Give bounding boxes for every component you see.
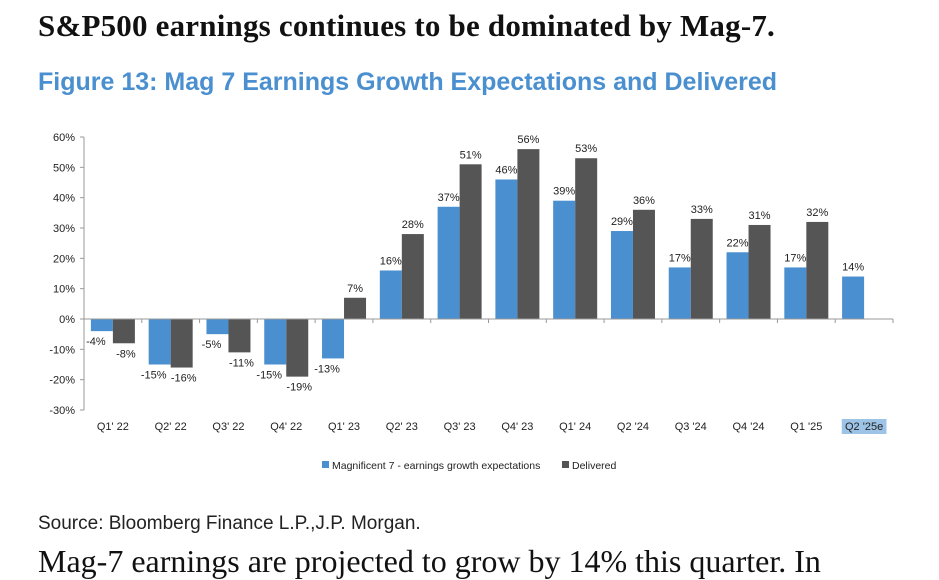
y-tick-label: 60% (53, 132, 75, 144)
data-label: 46% (495, 164, 517, 176)
data-label: 39% (553, 186, 575, 198)
bar-delivered (575, 158, 598, 319)
data-label: 31% (749, 210, 771, 222)
y-tick-label: 20% (53, 253, 75, 265)
bar-delivered (112, 319, 135, 344)
y-tick-label: 0% (59, 314, 75, 326)
data-label: 14% (842, 262, 864, 274)
x-tick-label: Q4' 22 (270, 421, 302, 433)
x-tick-label: Q4' 23 (501, 421, 533, 433)
x-tick-label: Q3' 22 (212, 421, 244, 433)
x-tick-label: Q1' 24 (559, 421, 591, 433)
legend-label: Delivered (572, 460, 617, 472)
bar-expectation (726, 252, 749, 319)
bar-delivered (228, 319, 251, 353)
data-label: 53% (575, 143, 597, 155)
bar-expectation (784, 267, 807, 319)
bar-expectation (148, 319, 171, 365)
x-tick-label: Q2' 23 (386, 421, 418, 433)
data-label: -4% (86, 336, 106, 348)
data-label: -5% (202, 339, 222, 351)
bar-delivered (748, 224, 771, 319)
bar-delivered (401, 234, 424, 319)
data-label: -15% (256, 370, 282, 382)
data-label: 29% (611, 216, 633, 228)
x-tick-label: Q2 '25e (845, 421, 883, 433)
bar-expectation (668, 267, 691, 319)
bar-expectation (206, 319, 229, 335)
data-label: 36% (633, 195, 655, 207)
y-tick-label: 10% (53, 284, 75, 296)
source-note: Source: Bloomberg Finance L.P.,J.P. Morg… (38, 513, 421, 534)
data-label: 7% (347, 283, 363, 295)
data-label: -13% (314, 363, 340, 375)
x-tick-label: Q2 '24 (617, 421, 649, 433)
legend-swatch (322, 461, 329, 468)
data-label: 32% (806, 207, 828, 219)
y-tick-label: 30% (53, 223, 75, 235)
x-tick-label: Q2' 22 (155, 421, 187, 433)
bar-expectation (610, 231, 633, 319)
figure-title: Figure 13: Mag 7 Earnings Growth Expecta… (38, 68, 778, 96)
x-tick-label: Q4 '24 (732, 421, 764, 433)
bar-expectation (553, 200, 576, 319)
bar-delivered (632, 209, 655, 319)
y-tick-label: 40% (53, 193, 75, 205)
x-tick-label: Q1' 23 (328, 421, 360, 433)
earnings-growth-chart: -30%-20%-10%0%10%20%30%40%50%60%-4%-15%-… (49, 132, 894, 472)
bar-delivered (806, 221, 829, 319)
bar-delivered (286, 319, 309, 377)
data-label: 17% (784, 252, 806, 264)
bar-expectation (842, 276, 865, 319)
legend-swatch (562, 461, 569, 468)
x-tick-label: Q1 '25 (790, 421, 822, 433)
y-tick-label: -30% (49, 405, 75, 417)
data-label: -16% (171, 373, 197, 385)
data-label: 17% (669, 252, 691, 264)
x-tick-label: Q1' 22 (97, 421, 129, 433)
body-text: Mag-7 earnings are projected to grow by … (38, 543, 821, 579)
legend-label: Magnificent 7 - earnings growth expectat… (332, 460, 540, 472)
data-label: 51% (460, 149, 482, 161)
bar-expectation (264, 319, 287, 365)
headline: S&P500 earnings continues to be dominate… (38, 8, 776, 43)
bar-expectation (437, 206, 460, 319)
x-tick-label: Q3' 23 (444, 421, 476, 433)
y-tick-label: -20% (49, 375, 75, 387)
data-label: 37% (438, 192, 460, 204)
data-label: 33% (691, 204, 713, 216)
data-label: -8% (116, 348, 136, 360)
y-tick-label: -10% (49, 344, 75, 356)
bar-expectation (322, 319, 345, 359)
bar-delivered (690, 218, 713, 319)
data-label: -15% (141, 370, 167, 382)
bar-delivered (344, 297, 367, 319)
bar-delivered (459, 164, 482, 319)
data-label: -11% (229, 357, 254, 369)
data-label: -19% (286, 382, 312, 394)
bar-expectation (495, 179, 518, 319)
bar-delivered (517, 149, 540, 319)
data-label: 22% (727, 237, 749, 249)
y-tick-label: 50% (53, 162, 75, 174)
x-tick-label: Q3 '24 (675, 421, 707, 433)
data-label: 16% (380, 255, 402, 267)
bar-expectation (379, 270, 402, 319)
data-label: 56% (517, 134, 539, 146)
bar-delivered (170, 319, 193, 368)
data-label: 28% (402, 219, 424, 231)
highlight-box (841, 419, 887, 434)
bar-expectation (90, 319, 113, 332)
